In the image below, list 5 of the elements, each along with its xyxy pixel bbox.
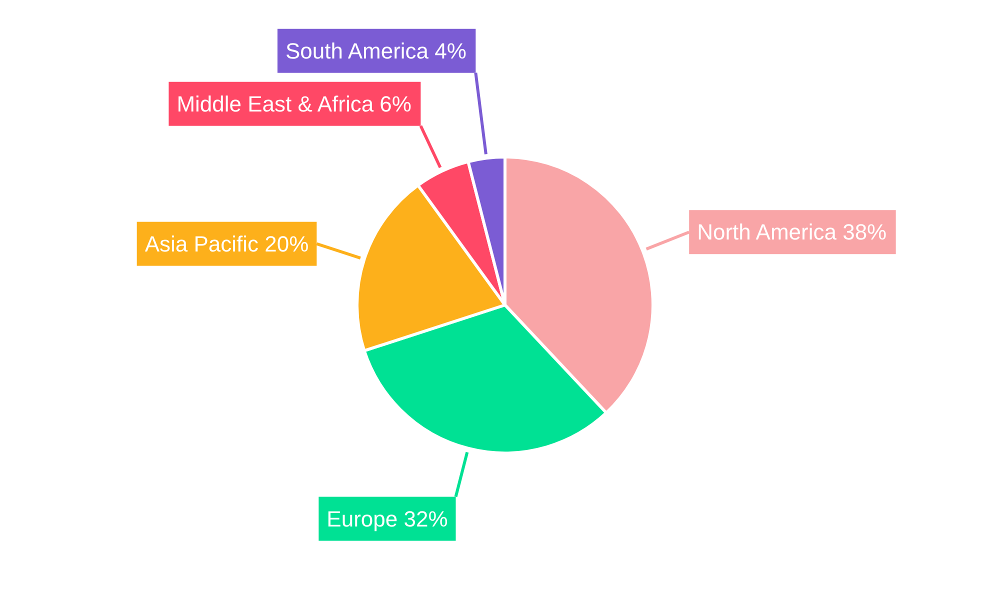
slice-label: Europe 32%	[326, 506, 448, 532]
slice-label: North America 38%	[697, 220, 887, 245]
slice-label: South America 4%	[285, 38, 466, 64]
slice-label: Asia Pacific 20%	[144, 231, 309, 256]
slice-label: Middle East & Africa 6%	[176, 91, 412, 116]
